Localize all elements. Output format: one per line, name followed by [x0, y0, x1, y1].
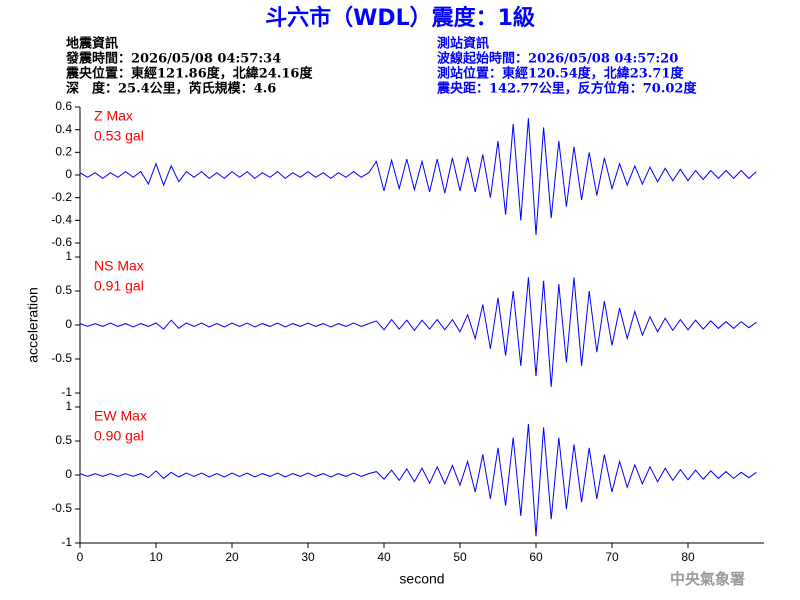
y-tick-label: 0.6: [55, 99, 72, 113]
footer: 中央氣象署: [670, 570, 745, 588]
info-left: 深 度：25.4公里，芮氏規模：4.6: [66, 81, 276, 97]
max-annotation: EW Max: [94, 408, 147, 424]
y-tick-label: 1: [65, 399, 72, 413]
y-tick-label: 0.2: [55, 145, 72, 159]
x-tick-label: 80: [681, 550, 695, 564]
info-left: 發震時間：2026/05/08 04:57:34: [65, 51, 281, 67]
y-tick-label: 0.5: [55, 433, 72, 447]
x-tick-label: 60: [529, 550, 543, 564]
x-tick-label: 40: [377, 550, 391, 564]
x-axis-label: second: [399, 571, 444, 587]
max-annotation: NS Max: [94, 258, 144, 274]
x-tick-label: 50: [453, 550, 467, 564]
max-annotation: 0.53 gal: [94, 128, 144, 144]
waveform: [79, 277, 757, 387]
y-tick-label: -0.6: [51, 235, 72, 249]
info-right: 波線起始時間：2026/05/08 04:57:20: [437, 51, 678, 67]
y-tick-label: 0: [65, 167, 72, 181]
info-right: 測站位置：東經120.54度，北緯23.71度: [437, 66, 684, 82]
info-right: 震央距：142.77公里，反方位角：70.02度: [436, 81, 697, 97]
y-tick-label: 0.4: [55, 122, 72, 136]
waveform: [79, 118, 757, 236]
x-tick-label: 70: [605, 550, 619, 564]
x-tick-label: 0: [77, 550, 84, 564]
y-tick-label: 0: [65, 467, 72, 481]
y-tick-label: -0.5: [51, 501, 72, 515]
max-annotation: 0.90 gal: [94, 428, 144, 444]
x-tick-label: 30: [301, 550, 315, 564]
max-annotation: 0.91 gal: [94, 278, 144, 294]
y-tick-label: 1: [65, 249, 72, 263]
info-left: 震央位置：東經121.86度，北緯24.16度: [65, 66, 313, 82]
y-tick-label: 0: [65, 317, 72, 331]
y-tick-label: -0.4: [51, 213, 72, 227]
chart-title: 斗六市（WDL）震度：1級: [265, 5, 535, 31]
y-tick-label: -1: [61, 385, 72, 399]
y-tick-label: -0.2: [51, 190, 72, 204]
info-right: 測站資訊: [437, 36, 489, 52]
x-tick-label: 10: [149, 550, 163, 564]
y-tick-label: -1: [61, 535, 72, 549]
y-tick-label: -0.5: [51, 351, 72, 365]
x-tick-label: 20: [225, 550, 239, 564]
waveform: [79, 423, 757, 537]
y-tick-label: 0.5: [55, 283, 72, 297]
info-left: 地震資訊: [66, 36, 118, 52]
y-axis-label: acceleration: [25, 287, 41, 363]
max-annotation: Z Max: [94, 108, 133, 124]
